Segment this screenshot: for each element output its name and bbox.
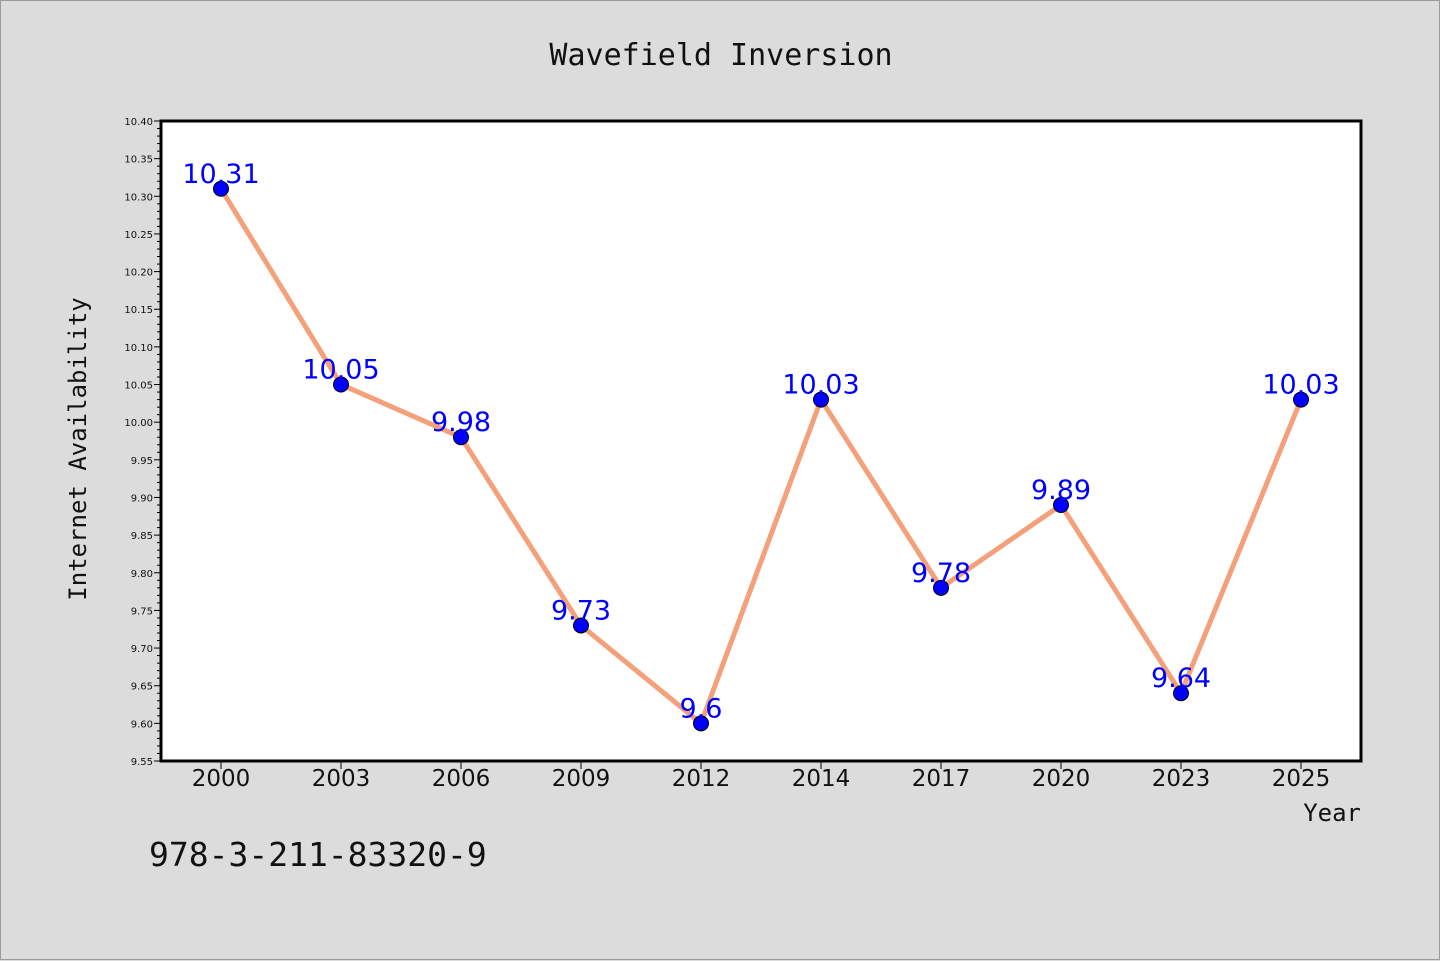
- data-point: [1053, 497, 1069, 513]
- y-tick-label: 10.15: [124, 305, 153, 316]
- plot-area: [159, 119, 1363, 763]
- x-axis: 2000 2003 2006 2009 2012 2014 2017 2020 2023 2025: [192, 761, 1331, 792]
- data-markers: [213, 180, 1309, 732]
- data-label: 9.89: [1031, 475, 1091, 506]
- x-tick-label: 2000: [192, 766, 251, 792]
- x-tick-label: 2009: [552, 766, 611, 792]
- x-tick-label: 2025: [1272, 766, 1331, 792]
- y-tick-label: 10.00: [124, 418, 153, 429]
- data-label: 10.05: [302, 355, 379, 386]
- chart-title: Wavefield Inversion: [549, 38, 892, 73]
- y-tick-label: 9.80: [131, 569, 153, 580]
- y-tick-label: 9.60: [131, 719, 153, 730]
- data-label: 9.64: [1151, 663, 1211, 694]
- data-point: [213, 180, 229, 197]
- x-tick-label: 2006: [432, 766, 491, 792]
- y-tick-label: 10.10: [124, 343, 153, 354]
- data-point: [933, 579, 949, 596]
- y-tick-label: 9.55: [131, 757, 153, 768]
- series-line-group: [218, 186, 1304, 726]
- data-point: [1173, 685, 1189, 702]
- y-tick-label: 10.20: [124, 268, 153, 279]
- y-axis: 9.55 9.60 9.65 9.70 9.75 9.80 9.85 9.90 9.95 10.0…: [124, 117, 161, 768]
- data-labels: 10.31 10.05 9.98 9.73 9.6 10.03 9.78 9.89 9.64 10…: [182, 159, 1339, 725]
- y-tick-label: 9.75: [131, 606, 153, 617]
- series-line: [218, 186, 1304, 726]
- y-tick-label: 10.35: [124, 155, 153, 166]
- y-tick-label: 9.90: [131, 493, 153, 504]
- x-tick-label: 2014: [792, 766, 851, 792]
- y-tick-label: 10.30: [124, 192, 153, 203]
- data-point: [333, 376, 349, 393]
- y-axis-title: Internet Availability: [64, 297, 92, 600]
- x-tick-label: 2020: [1032, 766, 1091, 792]
- footnote-isbn: 978-3-211-83320-9: [149, 835, 487, 874]
- x-tick-label: 2017: [912, 766, 971, 792]
- y-tick-label: 10.40: [124, 117, 153, 128]
- data-point: [453, 429, 469, 446]
- x-axis-title: Year: [1303, 799, 1361, 827]
- data-label: 10.03: [782, 370, 859, 401]
- x-tick-label: 2012: [672, 766, 731, 792]
- data-label: 9.73: [551, 595, 611, 626]
- y-tick-label: 9.85: [131, 531, 153, 542]
- y-tick-label: 10.25: [124, 230, 153, 241]
- data-label: 10.03: [1262, 370, 1339, 401]
- y-tick-label: 10.05: [124, 381, 153, 392]
- data-point: [693, 715, 709, 732]
- data-point: [1293, 391, 1309, 408]
- data-label: 9.78: [911, 558, 971, 589]
- data-point: [573, 617, 589, 634]
- data-label: 9.98: [431, 407, 491, 438]
- data-point: [813, 391, 829, 408]
- data-label: 9.6: [680, 693, 723, 724]
- y-tick-label: 9.65: [131, 682, 153, 693]
- x-tick-label: 2003: [312, 766, 371, 792]
- data-label: 10.31: [182, 159, 259, 190]
- y-tick-label: 9.95: [131, 456, 153, 467]
- y-tick-label: 9.70: [131, 644, 153, 655]
- x-tick-label: 2023: [1152, 766, 1211, 792]
